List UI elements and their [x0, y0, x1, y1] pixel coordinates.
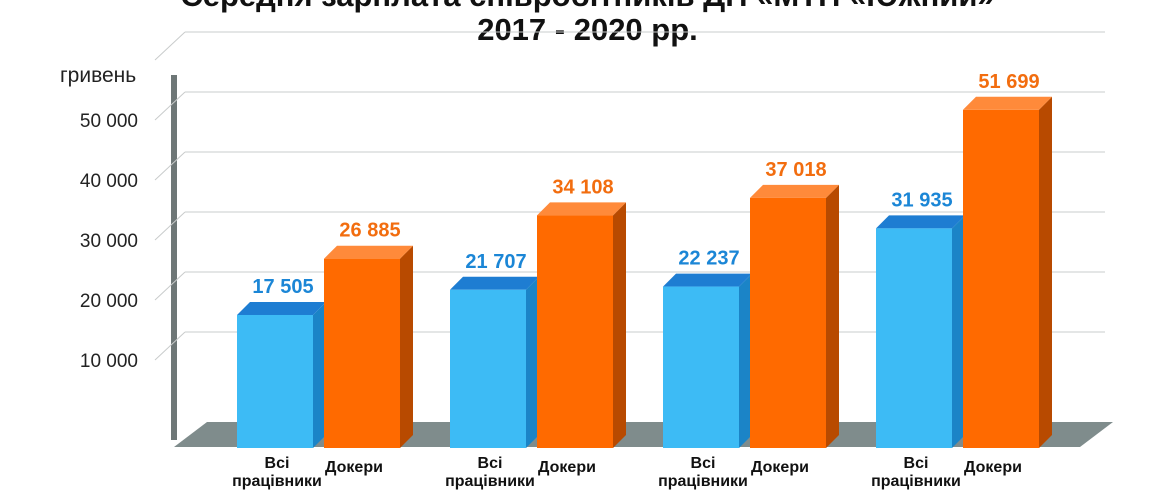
- bar-top: [963, 96, 1052, 110]
- category-label: Всі: [904, 455, 929, 472]
- y-tick-label: 50 000: [80, 111, 138, 132]
- category-label: Докери: [751, 459, 809, 476]
- bar-side: [526, 276, 539, 448]
- bar-all-workers: [237, 314, 313, 448]
- bar-all-workers: [450, 289, 526, 448]
- category-label: Всі: [265, 455, 290, 472]
- gridline-oblique: [154, 31, 186, 61]
- category-label: працівники: [871, 473, 961, 490]
- bar-side: [826, 184, 839, 448]
- data-label: 26 885: [339, 220, 400, 242]
- bar-side: [1039, 96, 1052, 448]
- bar-all-workers: [663, 286, 739, 448]
- y-tick-label: 30 000: [80, 231, 138, 252]
- bar-dockers: [324, 258, 400, 448]
- chart-title: Середня зарплата співробітників ДП «МТП …: [0, 0, 1175, 14]
- bar-top: [750, 184, 839, 198]
- y-tick-label: 10 000: [80, 351, 138, 372]
- gridline-oblique: [154, 91, 186, 121]
- category-label: Докери: [538, 459, 596, 476]
- bar-dockers: [537, 215, 613, 448]
- chart-subtitle: 2017 - 2020 рр.: [477, 12, 698, 47]
- gridline-oblique: [154, 331, 186, 361]
- gridline-oblique: [154, 271, 186, 301]
- category-label: Докери: [325, 459, 383, 476]
- bar-dockers: [750, 197, 826, 448]
- bar-all-workers: [876, 228, 952, 448]
- y-tick-label: 20 000: [80, 291, 138, 312]
- bar-top: [324, 245, 413, 259]
- data-label: 17 505: [252, 276, 313, 298]
- bar-top: [237, 301, 326, 315]
- category-label: Всі: [478, 455, 503, 472]
- bar-top: [663, 273, 752, 287]
- gridline-oblique: [154, 151, 186, 181]
- data-label: 51 699: [978, 71, 1039, 93]
- data-label: 31 935: [891, 189, 952, 211]
- bar-side: [952, 215, 965, 448]
- bar-side: [613, 202, 626, 448]
- y-tick-label: 40 000: [80, 171, 138, 192]
- data-label: 21 707: [465, 251, 526, 273]
- category-label: працівники: [658, 473, 748, 490]
- bar-top: [450, 276, 539, 290]
- category-label: працівники: [445, 473, 535, 490]
- bar-side: [739, 273, 752, 448]
- bar-side: [400, 245, 413, 448]
- bar-side: [313, 301, 326, 448]
- data-label: 37 018: [765, 159, 826, 181]
- bar-top: [876, 215, 965, 229]
- y-axis-label: гривень: [60, 64, 136, 87]
- category-label: Докери: [964, 459, 1022, 476]
- data-label: 34 108: [552, 176, 613, 198]
- gridline-oblique: [154, 211, 186, 241]
- category-label: Всі: [691, 455, 716, 472]
- category-label: працівники: [232, 473, 322, 490]
- bar-dockers: [963, 109, 1039, 448]
- bar-top: [537, 202, 626, 216]
- data-label: 22 237: [678, 248, 739, 270]
